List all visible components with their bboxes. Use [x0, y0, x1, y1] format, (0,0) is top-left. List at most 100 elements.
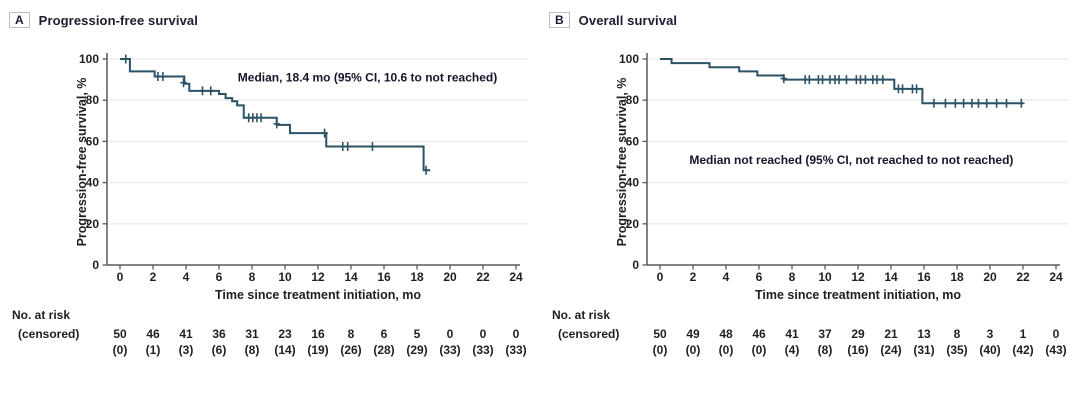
censored-count: (1) — [146, 343, 161, 357]
y-tick-label: 20 — [626, 217, 640, 231]
x-tick-label: 2 — [150, 270, 157, 284]
censored-count: (0) — [653, 343, 668, 357]
censored-count: (14) — [274, 343, 295, 357]
panel-progression-free-survival: A Progression-free survival 0 20 40 60 80 100… — [9, 12, 528, 357]
x-tick-label: 18 — [410, 270, 424, 284]
censored-count: (8) — [245, 343, 260, 357]
x-tick-label: 16 — [917, 270, 931, 284]
at-risk-count: 8 — [954, 327, 961, 341]
x-tick-label: 2 — [690, 270, 697, 284]
x-tick-label: 0 — [117, 270, 124, 284]
censored-row-label: (censored) — [18, 327, 79, 341]
at-risk-count: 0 — [447, 327, 454, 341]
at-risk-count: 50 — [113, 327, 127, 341]
survival-curve — [660, 58, 1023, 105]
censor-marks — [122, 54, 430, 175]
x-tick-label: 4 — [723, 270, 730, 284]
censored-count: (42) — [1012, 343, 1033, 357]
censored-row-label: (censored) — [558, 327, 619, 341]
at-risk-count: 5 — [414, 327, 421, 341]
at-risk-count: 0 — [1053, 327, 1060, 341]
censored-count: (4) — [785, 343, 800, 357]
censored-count: (33) — [439, 343, 460, 357]
at-risk-count: 0 — [513, 327, 520, 341]
x-tick-label: 4 — [183, 270, 190, 284]
at-risk-count: 41 — [785, 327, 799, 341]
censored-count: (24) — [880, 343, 901, 357]
at-risk-count: 23 — [278, 327, 292, 341]
y-tick-label: 80 — [86, 93, 100, 107]
censored-count: (40) — [979, 343, 1000, 357]
at-risk-count: 36 — [212, 327, 226, 341]
y-tick-label: 0 — [632, 258, 639, 272]
at-risk-header: No. at risk — [552, 308, 610, 322]
at-risk-count: 48 — [719, 327, 733, 341]
at-risk-count: 29 — [851, 327, 865, 341]
at-risk-count: 13 — [917, 327, 931, 341]
at-risk-count: 21 — [884, 327, 898, 341]
at-risk-count: 16 — [311, 327, 325, 341]
panel-a-letter-badge: A — [9, 12, 30, 28]
at-risk-count: 46 — [752, 327, 766, 341]
x-tick-label: 20 — [443, 270, 457, 284]
panel-b-letter-badge: B — [549, 12, 570, 28]
panel-b-title: Overall survival — [578, 12, 678, 28]
censored-count: (16) — [847, 343, 868, 357]
panel-overall-survival: B Overall survival 0 20 40 60 80 100 0 2 4 6 8 10 12… — [540, 0, 1080, 400]
median-annotation: Median, 18.4 mo (95% CI, 10.6 to not rea… — [238, 71, 497, 85]
x-tick-label: 18 — [950, 270, 964, 284]
censored-count: (35) — [946, 343, 967, 357]
panel-a-title: Progression-free survival — [38, 12, 198, 28]
at-risk-count: 41 — [179, 327, 193, 341]
censored-count: (0) — [752, 343, 767, 357]
x-tick-label: 10 — [818, 270, 832, 284]
censored-count: (19) — [307, 343, 328, 357]
x-tick-label: 24 — [1049, 270, 1063, 284]
panel-b-header: B Overall survival — [549, 12, 677, 28]
y-axis-title: Progression-free survival, % — [75, 78, 89, 247]
censored-count: (33) — [505, 343, 526, 357]
censor-marks — [780, 74, 1025, 108]
x-tick-label: 6 — [756, 270, 763, 284]
y-tick-label: 60 — [86, 134, 100, 148]
y-tick-label: 60 — [626, 134, 640, 148]
at-risk-count: 0 — [480, 327, 487, 341]
y-tick-label: 20 — [86, 217, 100, 231]
x-tick-label: 6 — [216, 270, 223, 284]
censored-count: (3) — [179, 343, 194, 357]
censored-count: (0) — [686, 343, 701, 357]
y-tick-label: 0 — [92, 258, 99, 272]
x-tick-label: 0 — [657, 270, 664, 284]
at-risk-count: 8 — [348, 327, 355, 341]
censored-count: (29) — [406, 343, 427, 357]
censored-count: (28) — [373, 343, 394, 357]
at-risk-count: 31 — [245, 327, 259, 341]
x-tick-label: 12 — [851, 270, 865, 284]
y-tick-label: 100 — [619, 52, 639, 66]
censored-count: (43) — [1045, 343, 1066, 357]
x-tick-label: 8 — [789, 270, 796, 284]
at-risk-header: No. at risk — [12, 308, 70, 322]
censored-count: (0) — [113, 343, 128, 357]
censored-count: (8) — [818, 343, 833, 357]
y-tick-label: 80 — [626, 93, 640, 107]
at-risk-count: 6 — [381, 327, 388, 341]
censored-count: (6) — [212, 343, 227, 357]
censored-count: (26) — [340, 343, 361, 357]
x-tick-label: 22 — [1016, 270, 1030, 284]
x-tick-label: 16 — [377, 270, 391, 284]
survival-curve — [120, 58, 431, 172]
x-axis-title: Time since treatment initiation, mo — [755, 288, 961, 302]
x-tick-label: 12 — [311, 270, 325, 284]
y-tick-label: 100 — [79, 52, 99, 66]
at-risk-count: 1 — [1020, 327, 1027, 341]
censored-count: (33) — [472, 343, 493, 357]
at-risk-count: 49 — [686, 327, 700, 341]
censored-count: (31) — [913, 343, 934, 357]
x-tick-label: 20 — [983, 270, 997, 284]
x-tick-label: 8 — [249, 270, 256, 284]
at-risk-count: 50 — [653, 327, 667, 341]
